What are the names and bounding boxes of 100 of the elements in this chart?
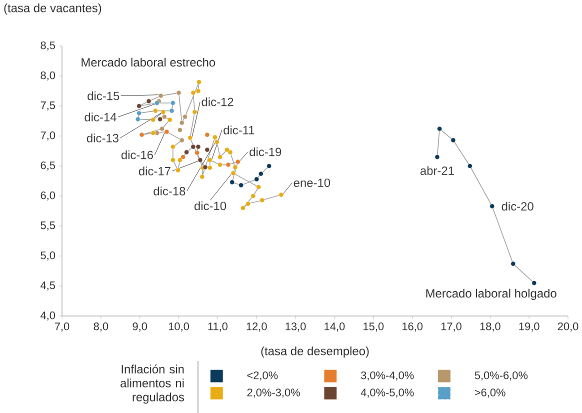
annotation: dic-12: [202, 97, 234, 106]
point: [190, 144, 196, 150]
point: [178, 128, 182, 132]
legend-label: 2,0%-3,0%: [247, 388, 300, 398]
x-axis-title: (tasa de desempleo): [261, 346, 369, 358]
point: [240, 206, 246, 210]
point: [510, 261, 516, 266]
point: [194, 150, 200, 156]
point: [260, 198, 265, 203]
point: [235, 159, 240, 164]
point: [184, 150, 190, 155]
point: [146, 98, 152, 104]
point: [214, 140, 220, 144]
x-tick-label: 19,0: [519, 322, 540, 332]
x-tick-label: 11,0: [208, 322, 228, 332]
point: [139, 132, 144, 138]
point: [188, 135, 193, 140]
legend-label: 5,0%-6,0%: [474, 371, 528, 381]
point: [135, 116, 140, 122]
legend-title: Inflación sin alimentos ni regulados: [120, 364, 184, 404]
x-tick-label: 10,0: [168, 322, 189, 332]
point: [176, 90, 182, 96]
y-tick-label: 6,5: [40, 161, 56, 171]
point: [164, 129, 170, 134]
point: [490, 204, 495, 209]
annotation: ene-10: [294, 178, 330, 188]
point: [176, 168, 180, 173]
point: [152, 108, 158, 114]
point: [467, 164, 472, 168]
point: [169, 108, 174, 114]
y-tick-label: 5,0: [40, 251, 56, 261]
point: [246, 201, 250, 206]
point: [180, 154, 186, 160]
point: [232, 164, 238, 170]
point: [218, 162, 222, 168]
y-tick-label: 4,0: [40, 311, 56, 321]
point: [158, 116, 163, 122]
point: [228, 150, 233, 155]
point: [238, 182, 244, 188]
point: [196, 88, 201, 94]
y-tick-label: 8,0: [40, 71, 56, 81]
point: [158, 93, 164, 98]
x-tick-label: 15,0: [364, 322, 384, 332]
y-axis-title: (tasa de vacantes): [4, 4, 102, 15]
point: [160, 110, 166, 114]
point: [204, 147, 210, 152]
point: [202, 164, 208, 170]
point: [250, 194, 256, 198]
y-tick-label: 4,5: [40, 282, 56, 290]
point: [160, 126, 164, 132]
annotation: Mercado laboral holgado: [426, 288, 556, 300]
annotation: abr-21: [420, 166, 454, 175]
annotation: dic-13: [86, 134, 118, 142]
point: [254, 176, 260, 182]
point: [190, 90, 196, 96]
x-tick-label: 12,0: [246, 322, 267, 332]
x-tick-label: 9,0: [132, 322, 148, 332]
point: [150, 117, 156, 122]
annotation: dic-14: [84, 112, 116, 122]
legend-label: 3,0%-4,0%: [360, 371, 414, 381]
legend-label: >6,0%: [474, 388, 506, 398]
point: [450, 138, 456, 143]
point: [204, 132, 210, 138]
point: [170, 144, 176, 150]
annotation: dic-16: [121, 150, 153, 160]
legend-label: <2,0%: [247, 371, 278, 381]
y-tick-label: 8,5: [40, 41, 56, 51]
point: [278, 192, 284, 198]
y-tick-label: 7,0: [40, 131, 56, 141]
point: [136, 110, 142, 116]
annotation: Mercado laboral estrecho: [82, 58, 216, 67]
legend-label: 4,0%-5,0%: [360, 388, 414, 398]
point: [192, 110, 198, 114]
point: [179, 120, 184, 126]
y-tick-label: 6,0: [40, 191, 56, 201]
point: [212, 134, 218, 140]
annotation: dic-15: [88, 91, 120, 100]
annotation: dic-20: [502, 202, 534, 211]
x-tick-label: 18,0: [480, 322, 500, 332]
annotation: dic-17: [138, 166, 170, 176]
point: [532, 280, 537, 286]
point: [162, 114, 167, 120]
point: [200, 174, 205, 180]
point: [170, 158, 176, 162]
x-tick-label: 14,0: [324, 322, 345, 332]
point: [196, 80, 202, 84]
annotation: dic-19: [250, 147, 282, 156]
y-tick-label: 7,5: [40, 102, 56, 110]
x-tick-label: 16,0: [402, 322, 423, 332]
annotation: dic-10: [194, 201, 226, 210]
point: [437, 126, 442, 132]
point: [230, 170, 236, 176]
point: [170, 100, 176, 106]
point: [167, 117, 172, 122]
point: [434, 154, 440, 160]
point: [154, 130, 160, 136]
x-tick-label: 8,0: [94, 322, 108, 332]
point: [226, 162, 231, 168]
point: [150, 130, 156, 136]
point: [218, 154, 222, 160]
